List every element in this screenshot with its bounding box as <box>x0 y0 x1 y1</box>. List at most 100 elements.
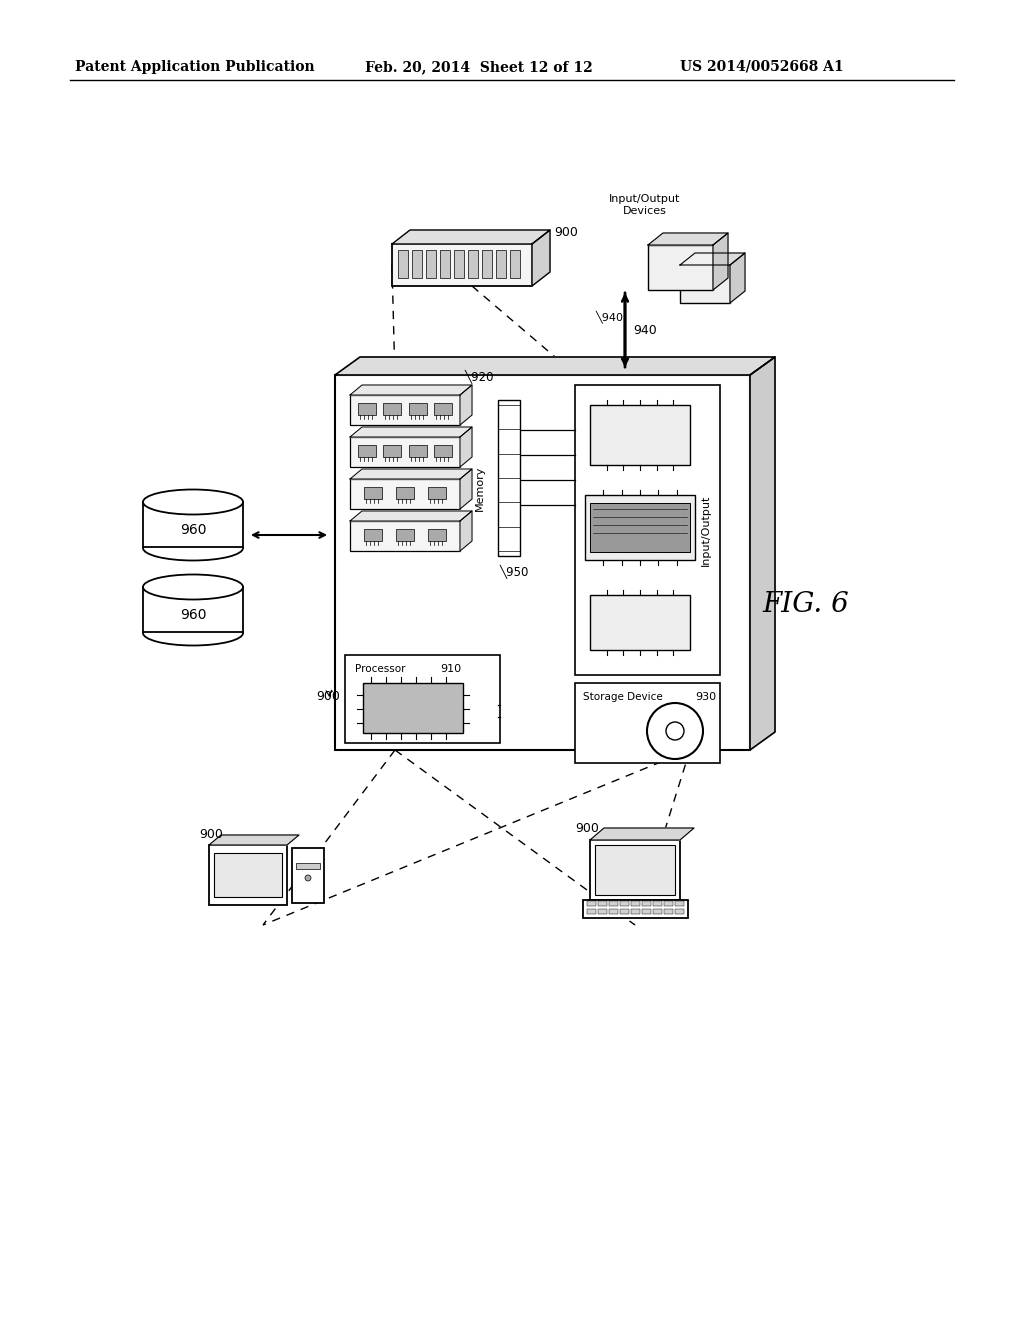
Circle shape <box>666 722 684 741</box>
Bar <box>412 249 422 279</box>
Bar <box>498 400 520 556</box>
Bar <box>653 902 662 906</box>
Bar <box>664 902 673 906</box>
Circle shape <box>305 875 311 880</box>
Text: Patent Application Publication: Patent Application Publication <box>75 59 314 74</box>
Bar <box>664 909 673 913</box>
Bar <box>409 403 427 414</box>
Text: Processor: Processor <box>355 664 406 675</box>
Bar <box>296 863 319 869</box>
Bar <box>675 909 684 913</box>
Polygon shape <box>730 253 745 304</box>
Polygon shape <box>532 230 550 286</box>
Bar <box>350 479 460 510</box>
Bar <box>398 249 408 279</box>
Polygon shape <box>209 836 299 845</box>
Bar <box>428 529 446 541</box>
Bar <box>345 655 500 743</box>
Bar <box>587 909 596 913</box>
Bar <box>434 445 453 457</box>
Bar <box>585 495 695 560</box>
Text: ╲940: ╲940 <box>595 310 623 323</box>
Polygon shape <box>680 253 745 265</box>
Bar <box>609 909 618 913</box>
Bar <box>631 909 640 913</box>
Bar <box>426 249 436 279</box>
Text: Storage Device: Storage Device <box>583 692 663 702</box>
Text: Memory: Memory <box>475 466 485 511</box>
Bar <box>653 909 662 913</box>
Bar <box>598 902 607 906</box>
Bar <box>590 503 690 552</box>
Text: 900: 900 <box>199 829 223 842</box>
Bar <box>383 403 401 414</box>
Bar <box>680 265 730 304</box>
Bar <box>648 246 713 290</box>
Bar <box>350 395 460 425</box>
Polygon shape <box>460 511 472 550</box>
Polygon shape <box>460 426 472 467</box>
Bar <box>595 845 675 895</box>
Polygon shape <box>335 356 775 375</box>
Bar <box>496 249 506 279</box>
Bar <box>364 529 382 541</box>
Text: 940: 940 <box>633 323 656 337</box>
Bar <box>642 909 651 913</box>
Polygon shape <box>350 426 472 437</box>
Bar <box>292 847 324 903</box>
Bar <box>440 249 450 279</box>
Bar <box>620 902 629 906</box>
Bar <box>392 244 532 286</box>
Bar <box>396 529 414 541</box>
Bar <box>383 445 401 457</box>
Bar <box>583 900 688 917</box>
Bar <box>609 902 618 906</box>
Text: 930: 930 <box>695 692 716 702</box>
Bar <box>335 375 750 750</box>
Circle shape <box>647 704 703 759</box>
Polygon shape <box>350 469 472 479</box>
Bar <box>428 487 446 499</box>
Bar <box>590 595 690 649</box>
Polygon shape <box>350 385 472 395</box>
Text: 900: 900 <box>575 821 599 834</box>
Bar <box>357 403 376 414</box>
Bar <box>350 521 460 550</box>
Text: FIG. 6: FIG. 6 <box>762 591 849 619</box>
Polygon shape <box>590 828 694 840</box>
Text: Feb. 20, 2014  Sheet 12 of 12: Feb. 20, 2014 Sheet 12 of 12 <box>365 59 593 74</box>
Text: Input/Output: Input/Output <box>701 494 711 566</box>
Polygon shape <box>392 230 550 244</box>
Ellipse shape <box>143 536 243 561</box>
Text: 960: 960 <box>180 609 206 622</box>
Polygon shape <box>350 511 472 521</box>
Bar <box>214 853 282 898</box>
Bar <box>620 909 629 913</box>
Bar <box>143 587 243 632</box>
Bar <box>468 249 478 279</box>
Bar <box>575 682 720 763</box>
Ellipse shape <box>143 574 243 599</box>
Bar <box>364 487 382 499</box>
Polygon shape <box>460 385 472 425</box>
Text: Input/Output
Devices: Input/Output Devices <box>609 194 681 215</box>
Text: 910: 910 <box>440 664 461 675</box>
Polygon shape <box>460 469 472 510</box>
Text: ╲950: ╲950 <box>500 565 529 579</box>
Text: 900: 900 <box>316 689 340 702</box>
Ellipse shape <box>143 620 243 645</box>
Bar <box>357 445 376 457</box>
Bar <box>396 487 414 499</box>
Text: ╲920: ╲920 <box>465 370 495 384</box>
Bar <box>143 502 243 546</box>
Text: US 2014/0052668 A1: US 2014/0052668 A1 <box>680 59 844 74</box>
Bar <box>590 840 680 900</box>
Polygon shape <box>648 234 728 246</box>
Bar <box>587 902 596 906</box>
Bar <box>350 437 460 467</box>
Bar <box>510 249 520 279</box>
Bar <box>362 682 463 733</box>
Ellipse shape <box>143 490 243 515</box>
Bar <box>590 405 690 465</box>
Bar <box>209 845 287 906</box>
